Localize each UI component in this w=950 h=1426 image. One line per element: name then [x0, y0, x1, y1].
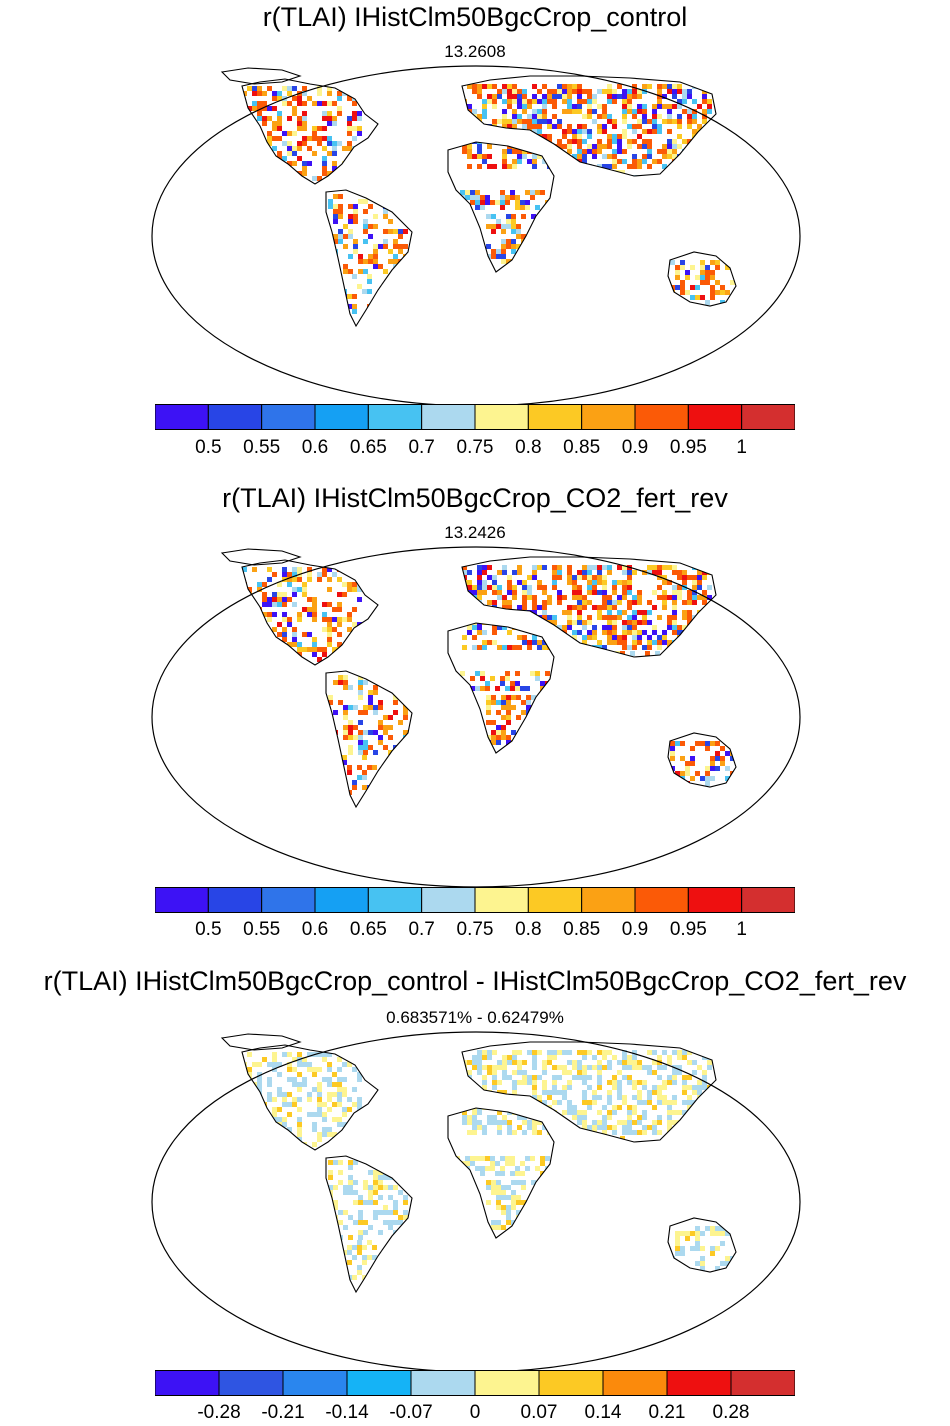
colorbar-swatch — [410, 1370, 476, 1396]
colorbar-tick-label: 0.5 — [195, 919, 222, 940]
colorbar-tick-label: 0.85 — [563, 919, 601, 940]
coastline — [241, 78, 379, 185]
data-cells — [242, 565, 735, 795]
colorbar-tick-label: 0.07 — [520, 1402, 558, 1423]
coastline — [220, 548, 302, 566]
colorbar-tick-label: 0.55 — [243, 919, 281, 940]
coastline — [220, 67, 302, 85]
colorbar-swatch — [730, 1370, 795, 1396]
colorbar-swatch — [581, 404, 636, 430]
colorbar-swatch — [687, 887, 743, 913]
colorbar-swatch — [527, 404, 583, 430]
coastline — [325, 670, 413, 809]
colorbar-tick-label: 0.65 — [349, 437, 387, 458]
colorbar-tick-label: 0.8 — [515, 919, 542, 940]
colorbar-tick-label: 0.9 — [621, 919, 649, 940]
coastline — [447, 622, 555, 754]
colorbar-swatch — [602, 1370, 668, 1396]
coastline — [667, 732, 737, 788]
colorbar-swatch — [261, 404, 316, 430]
colorbar-swatch — [155, 404, 209, 430]
panel-subtitle: 13.2608 — [444, 42, 506, 61]
colorbar-swatch — [687, 404, 743, 430]
data-cells — [242, 84, 735, 314]
coastline — [241, 1044, 379, 1151]
colorbar — [155, 887, 795, 913]
colorbar-swatch — [314, 887, 369, 913]
colorbar — [155, 404, 795, 430]
colorbar-swatch — [314, 404, 369, 430]
coastline — [325, 189, 413, 328]
panel-subtitle: 0.683571% - 0.62479% — [386, 1008, 564, 1027]
coastline — [447, 141, 555, 273]
colorbar-swatch — [207, 404, 263, 430]
colorbar-tick-label: 0.9 — [621, 437, 649, 458]
colorbar-tick-label: -0.28 — [197, 1402, 241, 1423]
panel-title: r(TLAI) IHistClm50BgcCrop_CO2_fert_rev — [222, 483, 728, 513]
panel-subtitle: 13.2426 — [444, 523, 506, 542]
colorbar-tick-label: 0.95 — [669, 437, 707, 458]
colorbar-swatch — [527, 887, 583, 913]
colorbar-swatch — [538, 1370, 604, 1396]
coastline — [667, 251, 737, 307]
colorbar-swatch — [741, 887, 795, 913]
colorbar-swatch — [155, 1370, 220, 1396]
coastline — [667, 1217, 737, 1273]
colorbar-swatch — [741, 404, 795, 430]
colorbar-swatch — [474, 404, 529, 430]
colorbar-tick-label: 0.65 — [349, 919, 387, 940]
colorbar-tick-label: 0.85 — [563, 437, 601, 458]
panel-title: r(TLAI) IHistClm50BgcCrop_control - IHis… — [43, 966, 907, 996]
colorbar-swatch — [367, 887, 423, 913]
colorbar-tick-label: 0.5 — [195, 437, 222, 458]
colorbar-swatch — [155, 887, 209, 913]
data-cells — [242, 1050, 735, 1280]
colorbar-tick-label: 1 — [736, 437, 747, 458]
colorbar-tick-label: 0.6 — [301, 437, 329, 458]
colorbar-swatch — [634, 887, 689, 913]
colorbar-tick-label: 0.75 — [456, 437, 494, 458]
colorbar-tick-label: 0.75 — [456, 919, 494, 940]
colorbar-tick-label: -0.07 — [389, 1402, 433, 1423]
colorbar-tick-label: -0.21 — [261, 1402, 305, 1423]
panel-title: r(TLAI) IHistClm50BgcCrop_control — [262, 2, 688, 32]
colorbar-swatch — [474, 887, 529, 913]
colorbar-tick-label: 0.7 — [408, 919, 435, 940]
coastline — [325, 1155, 413, 1294]
world-map — [151, 546, 801, 888]
colorbar-tick-label: 0 — [469, 1402, 481, 1423]
colorbar-tick-label: 0.28 — [712, 1402, 750, 1423]
colorbar-tick-labels: -0.28 -0.21 -0.14 -0.07 0 0.07 0.14 0.21 0.28 — [155, 1402, 795, 1426]
colorbar-tick-label: -0.14 — [325, 1402, 369, 1423]
colorbar-tick-label: 1 — [736, 919, 747, 940]
colorbar-tick-label: 0.6 — [301, 919, 329, 940]
coastline — [447, 1107, 555, 1239]
colorbar-swatch — [207, 887, 263, 913]
coastline — [220, 1033, 302, 1051]
colorbar-swatch — [666, 1370, 732, 1396]
colorbar-swatch — [421, 404, 476, 430]
colorbar-tick-label: 0.7 — [408, 437, 435, 458]
colorbar — [155, 1370, 795, 1396]
world-map — [151, 1031, 801, 1373]
colorbar-tick-label: 0.21 — [648, 1402, 686, 1423]
colorbar-tick-label: 0.14 — [584, 1402, 622, 1423]
colorbar-swatch — [218, 1370, 284, 1396]
colorbar-tick-labels: 0.5 0.55 0.6 0.65 0.7 0.75 0.8 0.85 0.9 0.95 1 — [155, 919, 795, 943]
coastline — [241, 559, 379, 666]
world-map — [151, 65, 801, 407]
colorbar-swatch — [474, 1370, 540, 1396]
colorbar-swatch — [346, 1370, 412, 1396]
colorbar-tick-label: 0.55 — [243, 437, 281, 458]
colorbar-tick-label: 0.95 — [669, 919, 707, 940]
colorbar-tick-labels: 0.5 0.55 0.6 0.65 0.7 0.75 0.8 0.85 0.9 0.95 1 — [155, 437, 795, 461]
colorbar-swatch — [367, 404, 423, 430]
colorbar-tick-label: 0.8 — [515, 437, 542, 458]
colorbar-swatch — [282, 1370, 348, 1396]
colorbar-swatch — [421, 887, 476, 913]
colorbar-swatch — [581, 887, 636, 913]
colorbar-swatch — [634, 404, 689, 430]
colorbar-swatch — [261, 887, 316, 913]
